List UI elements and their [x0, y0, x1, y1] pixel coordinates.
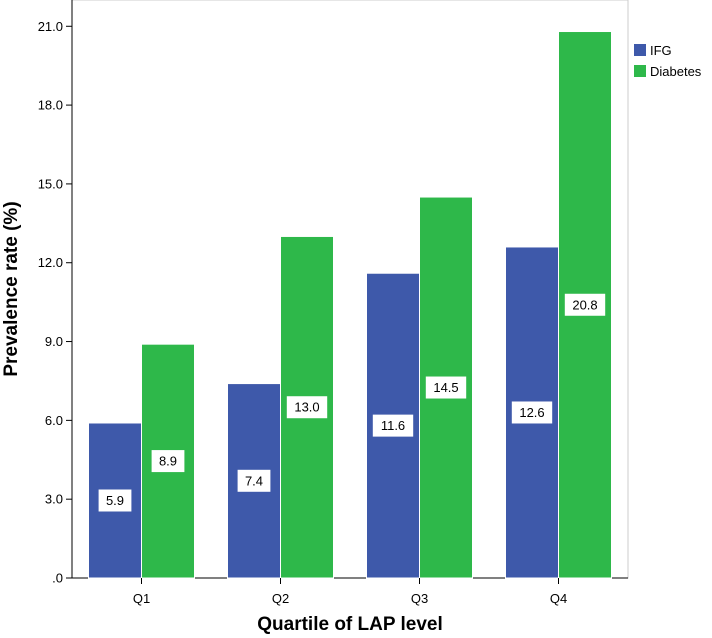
legend-swatch-diabetes [634, 65, 646, 77]
data-labels: 5.9 8.9 7.4 13.0 11.6 14.5 12.6 20.8 [98, 293, 606, 512]
data-label: 7.4 [245, 473, 263, 488]
y-tick-label: 9.0 [45, 334, 63, 349]
y-ticks: .0 3.0 6.0 9.0 12.0 15.0 18.0 21.0 [38, 19, 72, 586]
x-axis-title: Quartile of LAP level [257, 614, 442, 635]
data-label: 14.5 [433, 380, 458, 395]
x-tick-label: Q2 [272, 591, 289, 606]
data-label-box [98, 489, 132, 512]
y-tick-label: .0 [52, 571, 63, 586]
legend-swatch-ifg [634, 44, 646, 56]
data-label: 13.0 [294, 400, 319, 415]
y-axis-title: Prevalence rate (%) [1, 201, 22, 376]
data-label-box [425, 376, 467, 399]
data-label-box [372, 414, 414, 437]
x-tick-label: Q3 [411, 591, 428, 606]
x-tick-label: Q4 [550, 591, 567, 606]
y-tick-label: 12.0 [38, 255, 63, 270]
y-tick-label: 6.0 [45, 413, 63, 428]
data-label-box [564, 293, 606, 316]
data-label: 11.6 [381, 418, 405, 433]
data-label-box [237, 469, 271, 492]
x-ticks: Q1 Q2 Q3 Q4 [133, 578, 567, 606]
x-tick-label: Q1 [133, 591, 150, 606]
y-tick-label: 18.0 [38, 98, 63, 113]
legend: IFG Diabetes [634, 43, 702, 79]
legend-label-diabetes: Diabetes [650, 64, 702, 79]
data-label-box [511, 401, 553, 424]
bars [88, 31, 612, 579]
y-tick-label: 3.0 [45, 492, 63, 507]
data-label: 5.9 [106, 493, 124, 508]
data-label: 20.8 [572, 297, 597, 312]
data-label-box [151, 450, 185, 473]
y-tick-label: 15.0 [38, 176, 63, 191]
legend-label-ifg: IFG [650, 43, 672, 58]
data-label: 12.6 [519, 405, 544, 420]
y-tick-label: 21.0 [38, 19, 63, 34]
data-label: 8.9 [159, 454, 177, 469]
data-label-box [286, 396, 328, 419]
